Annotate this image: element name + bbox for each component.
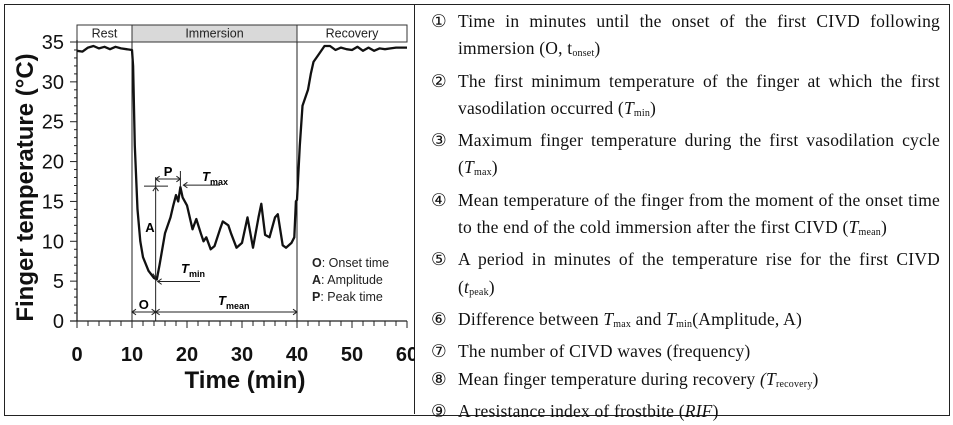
x-tick-label: 60 [396,344,415,366]
x-tick-label: 30 [231,344,253,366]
y-tick-label: 20 [42,152,64,174]
tmin-label: Tmin [181,261,205,279]
x-tick-label: 0 [71,344,82,366]
definitions-list: ① Time in minutes until the onset of the … [425,8,940,425]
item-number: ① [431,11,447,31]
tmin-arrowhead [156,278,162,285]
temperature-line [76,44,407,281]
panel-divider [414,4,415,414]
temperature-chart: Rest Immersion Recovery 0 5 10 15 20 25 30 35 0 10 20… [12,24,415,394]
peak-arrowhead [154,175,160,183]
onset-label: O [139,297,149,312]
item-number: ⑧ [431,368,447,389]
item-number: ⑦ [431,341,447,362]
mean-arrowhead [292,308,298,316]
legend-entry: O: Onset time [312,256,389,270]
figure-frame [4,4,950,416]
item-number: ③ [431,130,447,151]
definition-item: ③ Maximum finger temperature during the f… [425,127,940,187]
item-number: ② [431,70,447,91]
x-tick-label: 40 [286,344,308,366]
y-tick-label: 10 [42,231,64,253]
definition-item: ⑥ Difference between Tmax and Tmin(Amplit… [425,306,940,338]
definition-item: ⑦ The number of CIVD waves (frequency) [425,338,940,365]
amplitude-arrowhead [152,186,159,192]
tmax-label: Tmax [202,169,228,187]
phase-label: Immersion [185,27,243,41]
definition-item: ④ Mean temperature of the finger from the… [425,187,940,247]
x-tick-label: 20 [176,344,198,366]
peak-label: P [164,164,173,179]
phase-label: Rest [92,27,118,41]
y-tick-label: 30 [42,72,64,94]
x-axis-label: Time (min) [185,367,306,394]
item-number: ⑤ [431,249,447,270]
amplitude-label: A [145,220,155,235]
y-tick-label: 25 [42,112,64,134]
phase-label: Recovery [326,27,380,41]
y-tick-label: 15 [42,191,64,213]
tmean-label: Tmean [218,293,249,311]
y-tick-label: 5 [53,271,64,293]
legend-entry: P: Peak time [312,290,383,304]
item-number: ④ [431,189,447,210]
y-tick-label: 0 [53,311,64,333]
definition-item: ② The first minimum temperature of the fi… [425,68,940,128]
phase-band-recovery [296,24,408,43]
x-tick-label: 10 [121,344,143,366]
item-number: ⑥ [431,308,447,329]
definition-item: ⑧ Mean finger temperature during recovery… [425,366,940,398]
onset-arrowhead [131,308,137,316]
amplitude-arrowhead [152,273,159,279]
y-axis-label: Finger temperature (°C) [12,53,39,321]
y-tick-label: 35 [42,32,64,54]
x-tick-label: 50 [341,344,363,366]
legend-entry: A: Amplitude [312,273,383,287]
item-number: ⑨ [431,400,447,421]
tmax-arrowhead [182,181,188,189]
definition-item: ① Time in minutes until the onset of the … [425,8,940,68]
